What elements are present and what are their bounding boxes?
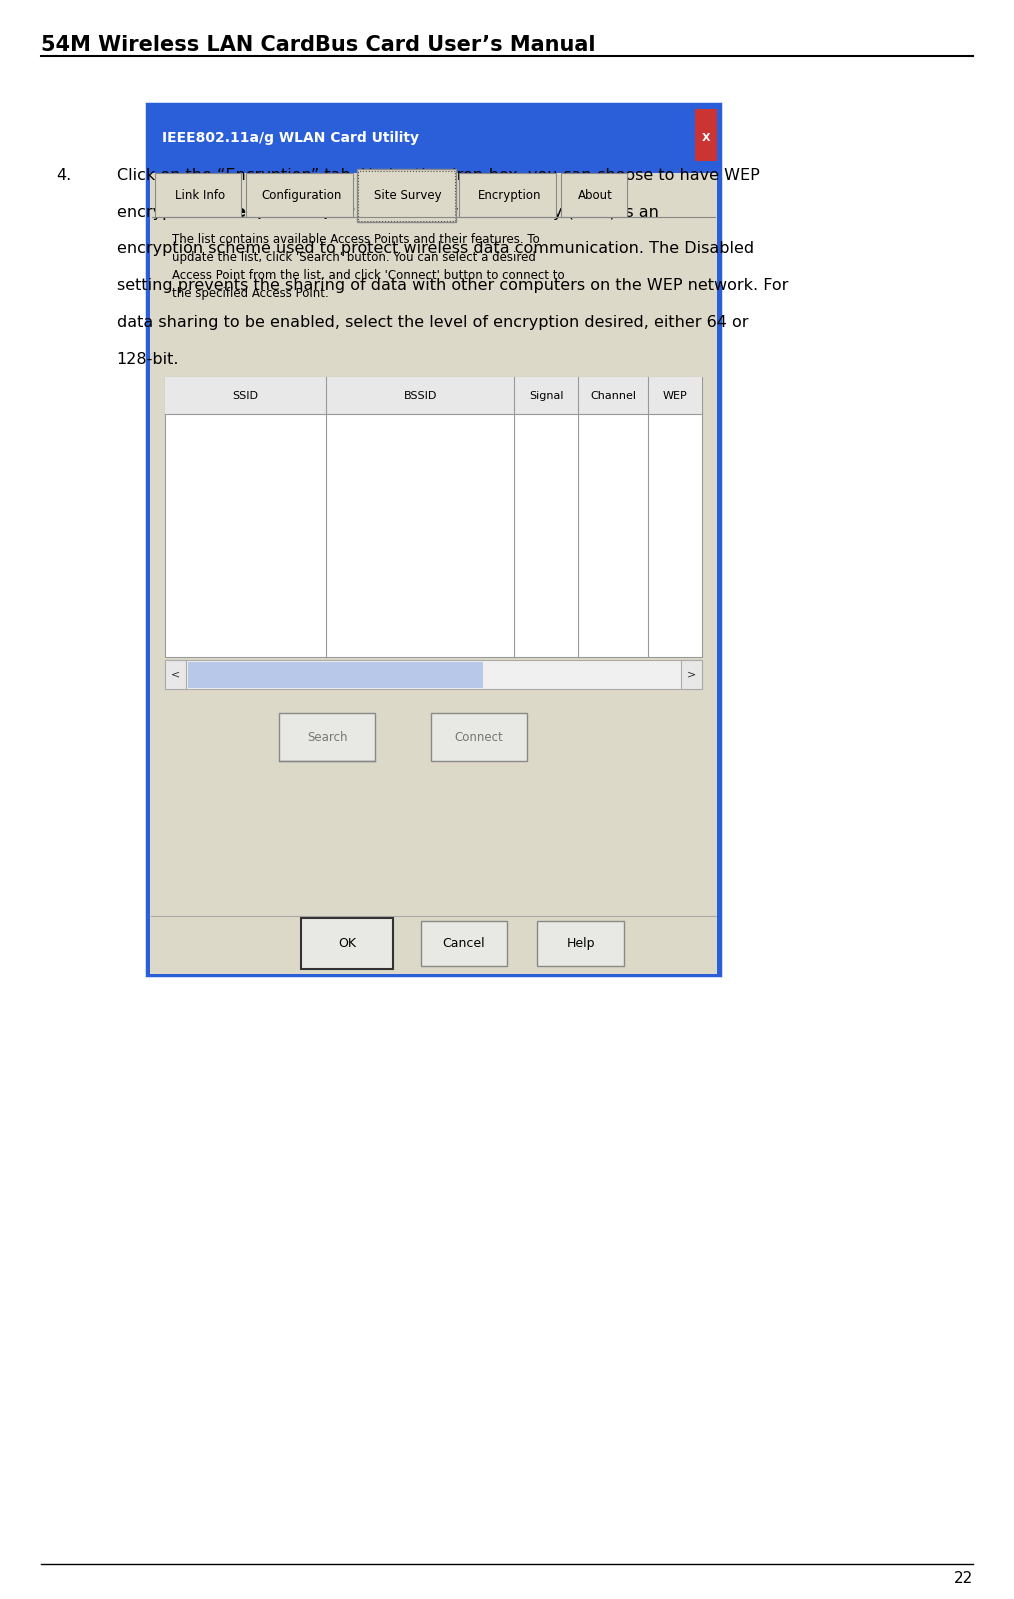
Text: IEEE802.11a/g WLAN Card Utility: IEEE802.11a/g WLAN Card Utility [162, 131, 419, 144]
Text: Configuration: Configuration [262, 189, 342, 201]
Text: X: X [702, 133, 710, 142]
Text: Site Survey: Site Survey [374, 189, 442, 201]
Text: 128-bit.: 128-bit. [117, 352, 179, 366]
FancyBboxPatch shape [695, 109, 717, 161]
Text: 22: 22 [954, 1572, 973, 1586]
Text: BSSID: BSSID [404, 390, 437, 401]
FancyBboxPatch shape [421, 921, 507, 966]
Text: Click on the “Encryption” tab. Under the drop-box, you can choose to have WEP: Click on the “Encryption” tab. Under the… [117, 168, 759, 182]
Text: OK: OK [339, 937, 356, 950]
Text: 54M Wireless LAN CardBus Card User’s Manual: 54M Wireless LAN CardBus Card User’s Man… [41, 35, 595, 56]
Text: Link Info: Link Info [175, 189, 225, 201]
FancyBboxPatch shape [301, 918, 393, 969]
Text: <: < [170, 670, 180, 680]
FancyBboxPatch shape [188, 662, 483, 688]
Text: Connect: Connect [454, 731, 504, 744]
Text: Channel: Channel [590, 390, 636, 401]
FancyBboxPatch shape [165, 377, 702, 657]
FancyBboxPatch shape [681, 660, 702, 689]
Text: Cancel: Cancel [442, 937, 486, 950]
Text: data sharing to be enabled, select the level of encryption desired, either 64 or: data sharing to be enabled, select the l… [117, 315, 748, 329]
Text: Disabled, 64-Bit, or 128-Bit.: Disabled, 64-Bit, or 128-Bit. [179, 205, 432, 219]
Text: encryption: encryption [117, 205, 208, 219]
FancyBboxPatch shape [155, 173, 241, 217]
FancyBboxPatch shape [279, 713, 375, 761]
Text: >: > [686, 670, 697, 680]
FancyBboxPatch shape [165, 660, 702, 689]
FancyBboxPatch shape [561, 173, 627, 217]
FancyBboxPatch shape [147, 104, 720, 171]
Text: Search: Search [307, 731, 347, 744]
FancyBboxPatch shape [459, 173, 556, 217]
FancyBboxPatch shape [147, 104, 720, 975]
Text: About: About [578, 189, 613, 201]
Text: Signal: Signal [529, 390, 564, 401]
Text: SSID: SSID [233, 390, 259, 401]
Text: Encryption: Encryption [478, 189, 541, 201]
FancyBboxPatch shape [246, 173, 353, 217]
Text: WEP: WEP [662, 390, 687, 401]
FancyBboxPatch shape [165, 377, 702, 414]
Text: setting prevents the sharing of data with other computers on the WEP network. Fo: setting prevents the sharing of data wit… [117, 278, 788, 293]
Text: encryption scheme used to protect wireless data communication. The Disabled: encryption scheme used to protect wirele… [117, 241, 753, 256]
Text: Help: Help [566, 937, 595, 950]
FancyBboxPatch shape [357, 169, 456, 222]
FancyBboxPatch shape [537, 921, 624, 966]
Text: The list contains available Access Points and their features. To
update the list: The list contains available Access Point… [172, 233, 565, 301]
Text: Wired Equivalent Privacy (WEP) is an: Wired Equivalent Privacy (WEP) is an [357, 205, 659, 219]
FancyBboxPatch shape [431, 713, 527, 761]
FancyBboxPatch shape [165, 660, 186, 689]
FancyBboxPatch shape [150, 173, 717, 974]
Text: 4.: 4. [56, 168, 71, 182]
